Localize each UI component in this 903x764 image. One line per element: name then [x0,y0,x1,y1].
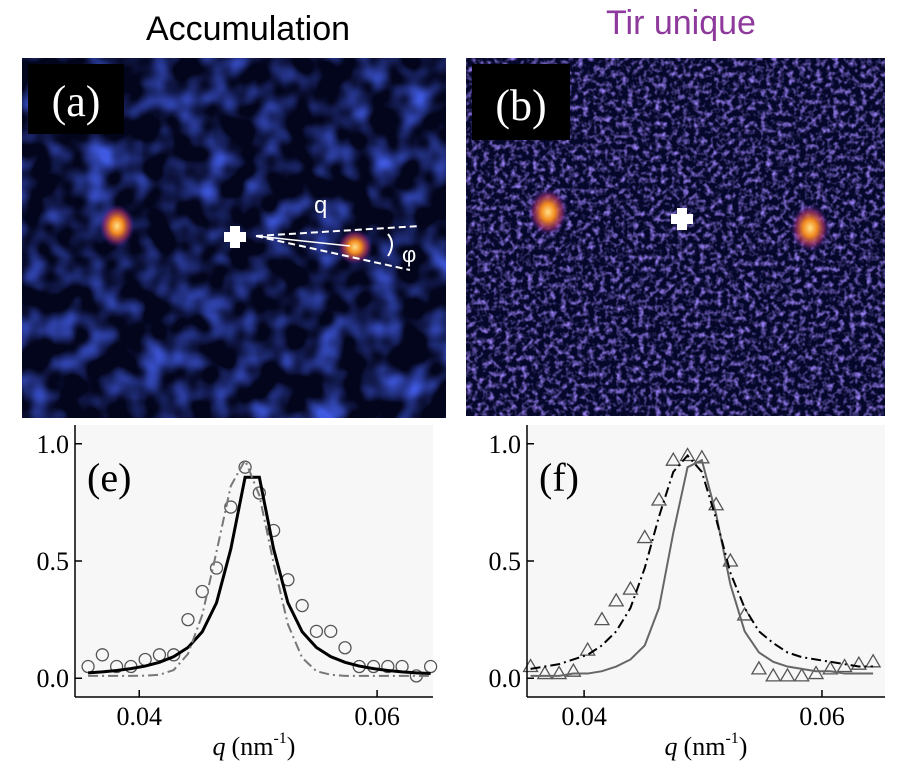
panel-label: (b) [495,81,546,130]
y-tick-label: 1.0 [489,430,522,459]
y-tick-label: 0.0 [489,664,522,693]
image-a: (a) q φ [22,58,446,418]
x-tick-label: 0.06 [799,702,845,731]
x-tick-label: 0.04 [561,702,607,731]
data-point [209,561,224,575]
x-axis-label-part: q [665,732,678,761]
panel-label: (f) [539,455,579,500]
x-axis-label-part: -1 [725,730,738,747]
data-point [736,606,753,621]
data-point [295,598,309,613]
data-line [88,457,431,677]
data-point [779,667,796,682]
data-point [252,486,267,500]
data-point [95,648,110,662]
data-point [650,491,668,506]
data-point [536,665,553,680]
header: Tir unique [606,4,756,42]
data-point [636,529,653,544]
x-axis-label-part: (nm [684,732,726,761]
data-point [195,584,209,599]
data-point [836,658,853,673]
data-point [850,655,867,670]
panel-label: (e) [87,455,131,500]
data-point [238,460,252,474]
data-line [87,475,431,676]
data-point [224,500,238,514]
data-point [565,662,582,677]
data-point [807,665,825,680]
header: Accumulation [146,10,350,48]
x-axis-label: q (nm-1) [665,730,748,761]
data-point [381,659,395,674]
data-point [622,580,639,595]
annotation: φ [402,242,416,267]
x-tick-label: 0.04 [116,702,162,731]
panel-label: (a) [52,77,101,126]
x-axis-label-part: ) [739,732,748,761]
x-axis-label: q (nm-1) [213,730,296,761]
data-point [309,624,324,638]
y-tick-label: 1.0 [37,430,70,459]
plot-background [75,425,433,697]
x-axis-label-part: (nm [232,732,274,761]
data-point [324,624,338,638]
data-point [550,665,568,680]
x-tick-label: 0.06 [354,702,400,731]
y-tick-label: 0.5 [489,547,522,576]
data-point [593,611,611,626]
image-b: (b) [466,58,885,416]
data-line [530,458,874,677]
y-tick-label: 0.5 [37,547,70,576]
data-point [338,641,352,655]
x-axis-label-part: ) [287,732,296,761]
data-point [665,451,682,466]
data-point [679,447,696,462]
data-point [109,659,124,674]
x-axis-label-part: -1 [273,730,286,747]
data-point [608,592,625,607]
data-point [167,648,181,662]
data-line [530,453,874,670]
data-point [181,612,195,627]
data-point [793,667,810,682]
y-tick-label: 0.0 [37,664,70,693]
data-point [579,641,596,656]
x-axis-label-part: q [213,732,226,761]
annotation: q [314,192,327,219]
plot-background [527,425,885,697]
data-point [765,667,782,682]
data-point [750,660,768,675]
data-point [822,660,839,675]
